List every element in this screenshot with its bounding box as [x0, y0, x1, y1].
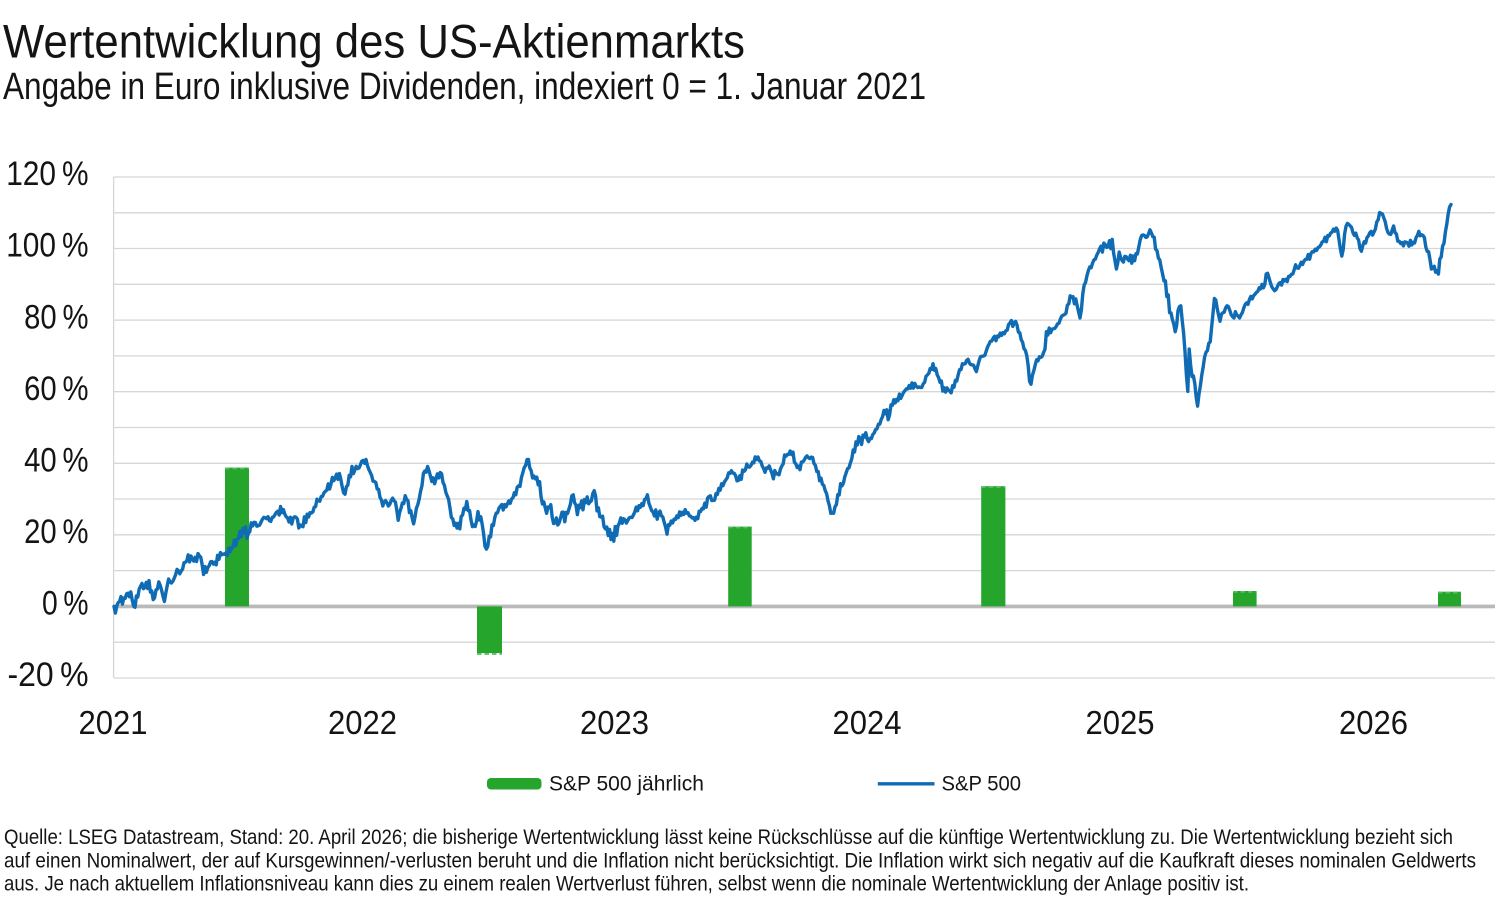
svg-text:40 %: 40 % — [24, 442, 88, 480]
svg-text:Quelle: LSEG Datastream, Stand: Quelle: LSEG Datastream, Stand: 20. Apri… — [4, 826, 1453, 849]
svg-text:Wertentwicklung des US-Aktienm: Wertentwicklung des US-Aktienmarkts — [3, 15, 745, 68]
svg-text:2021: 2021 — [79, 704, 148, 741]
svg-text:2026: 2026 — [1339, 704, 1408, 741]
svg-text:aus. Je nach aktuellem Inflati: aus. Je nach aktuellem Inflationsniveau … — [4, 873, 1249, 896]
svg-text:Angabe in Euro inklusive Divid: Angabe in Euro inklusive Dividenden, ind… — [3, 66, 926, 108]
svg-text:60 %: 60 % — [24, 370, 88, 408]
svg-text:120 %: 120 % — [6, 155, 88, 193]
svg-text:2025: 2025 — [1086, 704, 1155, 741]
svg-text:0 %: 0 % — [42, 585, 89, 623]
svg-text:100 %: 100 % — [6, 227, 88, 265]
svg-text:auf einen Nominalwert, der auf: auf einen Nominalwert, der auf Kursgewin… — [4, 849, 1476, 872]
svg-text:20 %: 20 % — [24, 513, 88, 551]
svg-text:2023: 2023 — [580, 704, 649, 741]
svg-text:-20 %: -20 % — [8, 656, 89, 694]
svg-text:80 %: 80 % — [24, 298, 88, 336]
svg-text:2022: 2022 — [328, 704, 397, 741]
svg-text:S&P 500 jährlich: S&P 500 jährlich — [549, 773, 704, 796]
svg-text:S&P 500: S&P 500 — [942, 773, 1022, 796]
svg-text:2024: 2024 — [833, 704, 902, 741]
